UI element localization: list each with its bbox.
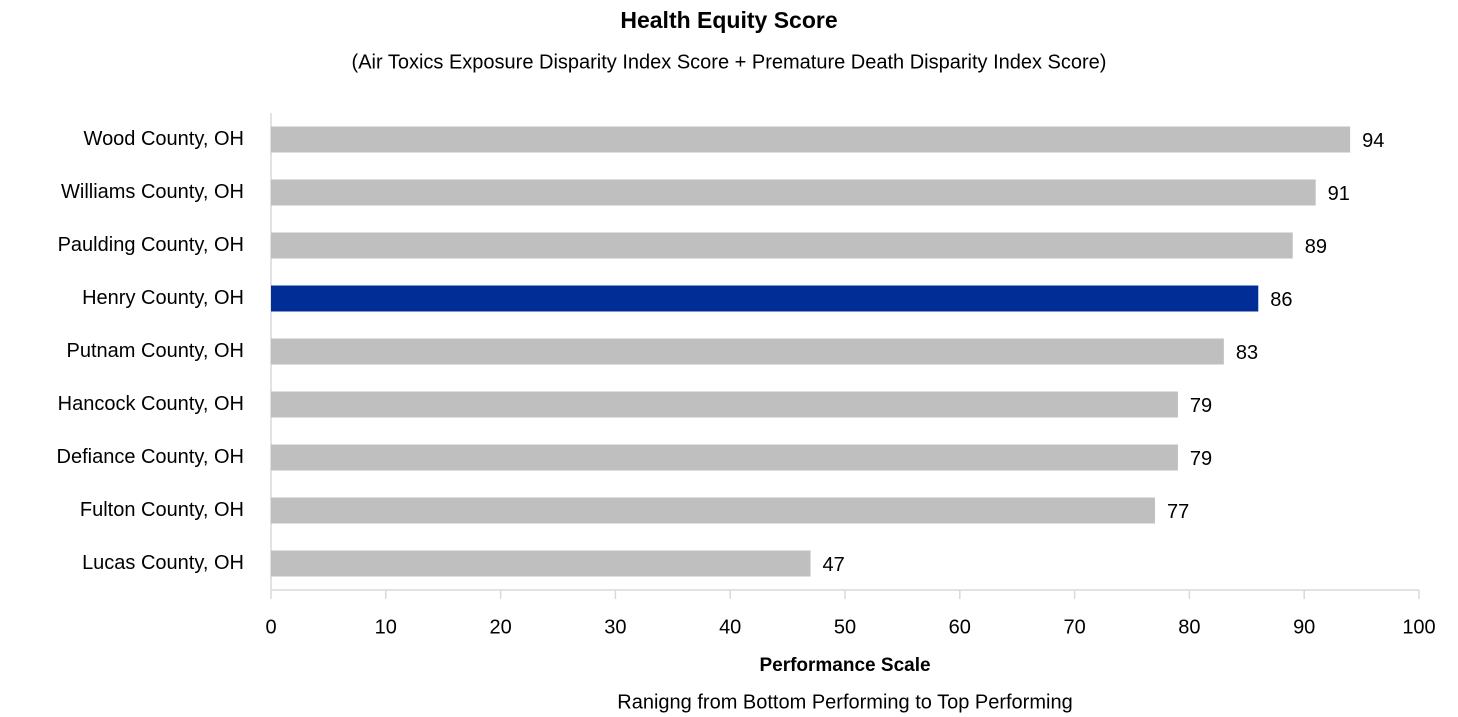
y-tick-label: Hancock County, OH bbox=[58, 393, 244, 415]
value-label: 86 bbox=[1270, 289, 1292, 311]
value-label: 89 bbox=[1305, 236, 1327, 258]
y-tick-label: Lucas County, OH bbox=[82, 552, 244, 574]
value-label: 79 bbox=[1190, 448, 1212, 470]
y-tick-label: Fulton County, OH bbox=[80, 499, 244, 521]
chart-subtitle: (Air Toxics Exposure Disparity Index Sco… bbox=[352, 51, 1107, 73]
bar bbox=[271, 444, 1178, 471]
x-axis-label: Performance Scale bbox=[759, 655, 930, 676]
y-tick-label: Putnam County, OH bbox=[67, 340, 244, 362]
bar bbox=[271, 338, 1224, 365]
bar bbox=[271, 179, 1316, 206]
x-tick-label: 20 bbox=[489, 616, 511, 638]
x-tick-label: 60 bbox=[949, 616, 971, 638]
x-tick-label: 90 bbox=[1293, 616, 1315, 638]
y-tick-label: Wood County, OH bbox=[84, 128, 244, 150]
bar bbox=[271, 550, 811, 577]
x-axis-note: Ranigng from Bottom Performing to Top Pe… bbox=[617, 691, 1072, 713]
bar bbox=[271, 285, 1259, 312]
x-tick-label: 0 bbox=[265, 616, 276, 638]
chart-title: Health Equity Score bbox=[620, 7, 837, 33]
value-label: 77 bbox=[1167, 501, 1189, 523]
bar bbox=[271, 391, 1178, 418]
x-tick-label: 30 bbox=[604, 616, 626, 638]
x-tick-label: 100 bbox=[1402, 616, 1435, 638]
value-label: 79 bbox=[1190, 395, 1212, 417]
x-tick-label: 80 bbox=[1178, 616, 1200, 638]
y-tick-label: Defiance County, OH bbox=[57, 446, 245, 468]
bar bbox=[271, 126, 1351, 153]
value-label: 94 bbox=[1362, 130, 1384, 152]
y-tick-label: Williams County, OH bbox=[61, 181, 244, 203]
value-label: 91 bbox=[1328, 183, 1350, 205]
x-tick-label: 10 bbox=[375, 616, 397, 638]
bar bbox=[271, 232, 1293, 259]
x-tick-label: 50 bbox=[834, 616, 856, 638]
y-tick-label: Paulding County, OH bbox=[58, 234, 244, 256]
y-tick-label: Henry County, OH bbox=[82, 287, 244, 309]
x-tick-label: 40 bbox=[719, 616, 741, 638]
value-label: 83 bbox=[1236, 342, 1258, 364]
value-label: 47 bbox=[823, 554, 845, 576]
x-tick-label: 70 bbox=[1063, 616, 1085, 638]
bar bbox=[271, 497, 1155, 524]
